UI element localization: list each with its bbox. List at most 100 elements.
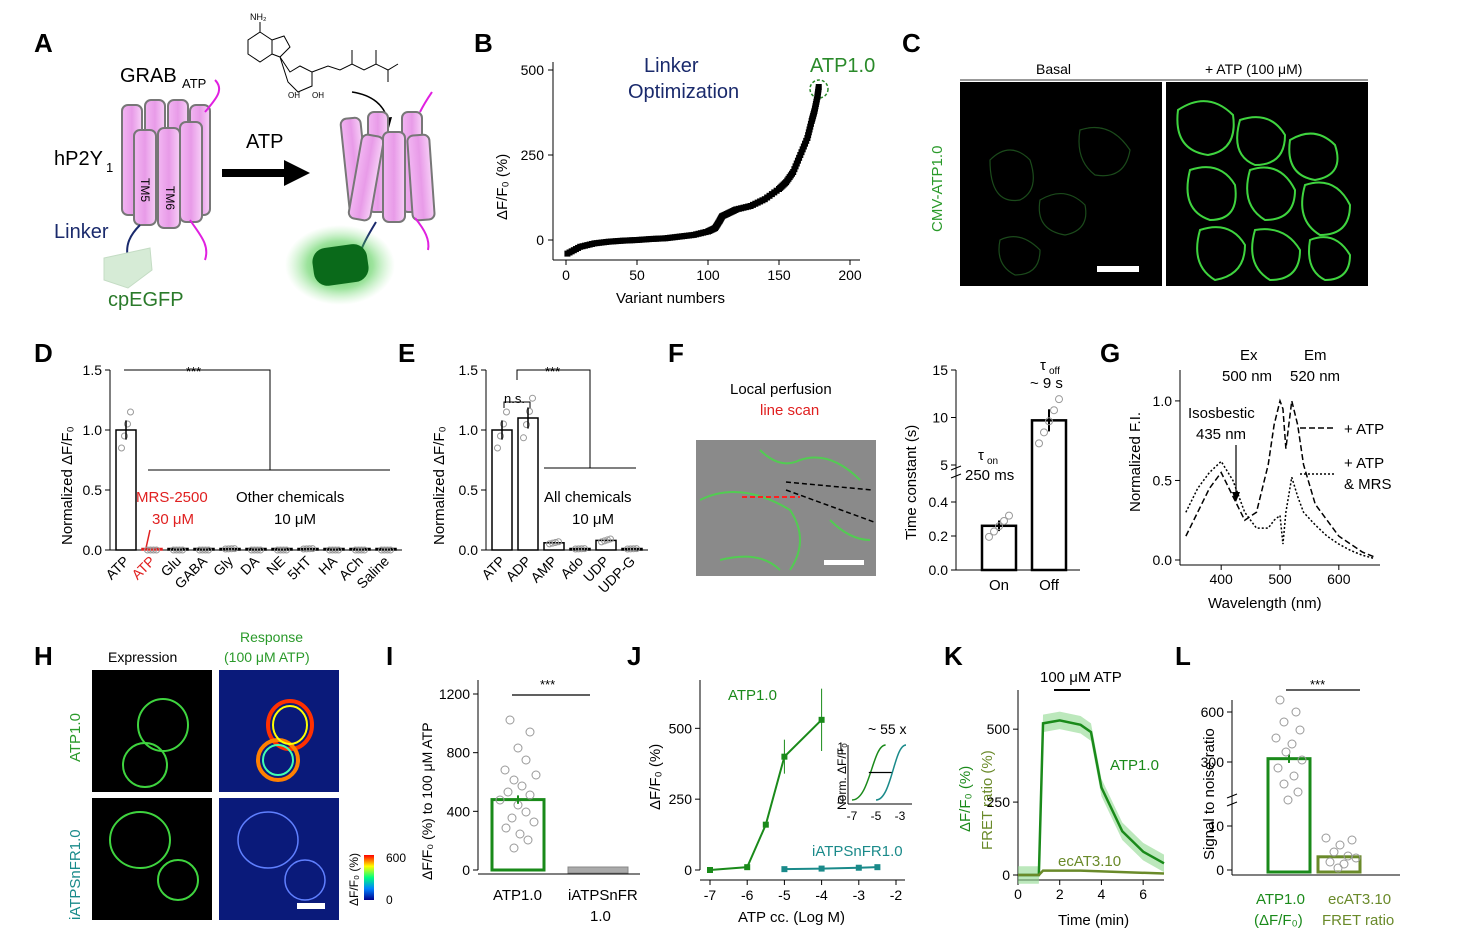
l-cat2-1: ecAT3.10 (1328, 891, 1391, 908)
b-point (759, 197, 766, 204)
chart-g: 0.0 0.5 1.0 400 500 600 (1153, 370, 1380, 587)
i-dot (515, 829, 525, 839)
j-fold: ~ 55 x (868, 721, 907, 737)
chartE-xtick-label: ATP (478, 553, 508, 583)
i-dot (505, 715, 515, 725)
i-ytick-label: 400 (447, 803, 471, 819)
i-dot (509, 843, 519, 853)
i-cat2-2: 1.0 (590, 908, 611, 925)
i-dot (525, 790, 535, 800)
scale-bar-h (297, 903, 325, 909)
panel-letter-d: D (34, 338, 53, 368)
panel-c: C Basal + ATP (100 μM) CMV-ATP1.0 (902, 28, 1368, 286)
b-xtick-label: 200 (838, 267, 862, 283)
g-ytick-label: 0.5 (1153, 472, 1173, 488)
chart-k: 0 250 500 0 2 4 6 (987, 690, 1165, 902)
chartE-dot (529, 394, 536, 402)
chartE-xtick-label: Ado (557, 553, 586, 582)
l-ytick-label: 10 (1208, 818, 1224, 834)
chartD-dot (150, 546, 157, 554)
f-tau-off-sub: off (1049, 366, 1060, 377)
b-xtick-label: 150 (767, 267, 791, 283)
g-legend-2b: & MRS (1344, 476, 1392, 493)
cpegfp-active-shape (312, 244, 369, 286)
scale-bar-c (1097, 266, 1139, 272)
chartD-xtick-label: ATP (102, 553, 132, 583)
panel-e: E Normalized ΔF/F₀ n.s. *** All chemical… (398, 338, 648, 596)
cpegfp-inactive-shape (103, 247, 153, 289)
j-ytick-label: 250 (669, 791, 693, 807)
i-dot (501, 823, 511, 833)
l-dot (1289, 771, 1299, 781)
grab-label: GRAB (120, 65, 177, 87)
chartD-dot (121, 432, 128, 440)
b-ylabel: ΔF/F₀ (%) (494, 154, 511, 220)
chartD-dot (335, 546, 342, 554)
chart-b: 0 50 100 150 200 0 250 500 (521, 62, 862, 283)
chartE-dot (523, 421, 530, 429)
j-inset-xtick-label: -7 (847, 809, 858, 823)
j-inset-ytick-label: 0 (837, 793, 844, 807)
g-xtick-label: 500 (1268, 571, 1292, 587)
d-other-2: 10 μM (274, 511, 316, 528)
chartD-ytick-label: 0.5 (83, 482, 103, 498)
f-dot (1035, 439, 1043, 448)
chartE-ytick-label: 0.5 (459, 482, 479, 498)
h-col2-2: (100 μM ATP) (224, 649, 310, 665)
d-ylabel: Normalized ΔF/F₀ (59, 426, 76, 545)
i-dot (521, 807, 531, 817)
j-label-iatp: iATPSnFR1.0 (812, 843, 903, 860)
l-dot (1297, 755, 1307, 765)
e-all-1: All chemicals (544, 489, 632, 506)
chartE-ytick-label: 0.0 (459, 542, 479, 558)
chartD-dot (127, 408, 134, 416)
l-dot (1283, 795, 1293, 805)
k-xtick-label: 6 (1139, 886, 1147, 902)
i-dot (513, 743, 523, 753)
l-cat2-2: FRET ratio (1322, 912, 1394, 929)
b-point (702, 229, 709, 236)
chartE-xtick-label: ADP (502, 553, 534, 585)
f-ytick-label: 0.0 (929, 562, 949, 578)
l-dot (1295, 725, 1305, 735)
chartD-dot (179, 546, 186, 554)
f-tau-off-value: ~ 9 s (1030, 375, 1063, 392)
chartD-bar (219, 547, 241, 551)
f-dot (995, 522, 1003, 531)
g-legend-1: + ATP (1344, 421, 1384, 438)
l-dot (1333, 863, 1343, 873)
chartD-dot (124, 420, 131, 428)
chartE-dot (520, 434, 527, 442)
f-axis-break (950, 465, 962, 471)
f-dot (1050, 406, 1058, 415)
l-dot (1339, 859, 1349, 869)
receptor-helices-inactive (121, 99, 211, 229)
k-xtick-label: 4 (1098, 886, 1106, 902)
scale-bar-f (824, 560, 864, 565)
b-point (813, 96, 820, 103)
panel-letter-b: B (474, 28, 493, 58)
atp-molecule-structure: NH₂ OH OH (247, 12, 399, 100)
i-dot (500, 765, 510, 775)
l-dot (1325, 857, 1335, 867)
k-series-line (1018, 719, 1165, 877)
b-point (660, 235, 667, 242)
b-xtick-label: 0 (562, 267, 570, 283)
j-ytick-label: 500 (669, 720, 693, 736)
d-mrs-2: 30 μM (152, 511, 194, 528)
k-series-line (1018, 869, 1165, 877)
l-dot (1279, 779, 1289, 789)
f-dot (1005, 511, 1013, 520)
k-label-atp: ATP1.0 (1110, 757, 1159, 774)
l-dot (1291, 707, 1301, 717)
chartD-xtick-label: DA (237, 552, 263, 578)
chartD-dot (283, 546, 290, 554)
b-point (645, 236, 652, 243)
g-xtick-label: 400 (1209, 571, 1233, 587)
d-mrs-1: MRS-2500 (136, 489, 208, 506)
g-legend-2a: + ATP (1344, 455, 1384, 472)
panel-letter-i: I (386, 641, 393, 671)
chartE-dot (552, 538, 559, 546)
chartD-bar (297, 547, 319, 551)
